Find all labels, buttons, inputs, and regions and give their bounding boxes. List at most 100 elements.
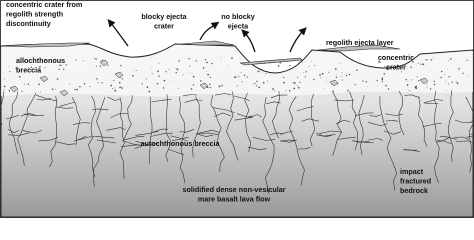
fracture <box>210 94 225 172</box>
grain <box>289 64 291 67</box>
grain <box>112 88 114 90</box>
grain <box>305 71 307 73</box>
grain <box>334 68 337 70</box>
grain <box>189 65 191 67</box>
grain <box>175 72 177 74</box>
grain <box>283 76 285 79</box>
grain <box>51 88 54 90</box>
grain <box>83 60 84 62</box>
grain <box>451 81 453 83</box>
fracture <box>197 133 214 137</box>
grain <box>406 85 408 87</box>
fracture <box>151 99 172 103</box>
fracture <box>309 93 315 147</box>
fracture <box>385 120 399 122</box>
grain <box>405 63 407 65</box>
grain <box>3 85 6 88</box>
fracture <box>95 136 115 139</box>
fracture <box>93 97 106 187</box>
fracture <box>353 140 374 144</box>
block <box>59 89 69 97</box>
regolith-grains <box>3 57 469 97</box>
grain <box>386 68 388 71</box>
grain <box>425 59 427 61</box>
grain <box>235 76 237 78</box>
grain <box>24 60 26 62</box>
fracture <box>280 139 295 142</box>
fracture <box>398 90 405 136</box>
grain <box>96 79 98 81</box>
grain <box>207 73 209 76</box>
fracture <box>38 136 59 142</box>
grain <box>308 65 310 67</box>
grain <box>27 83 30 85</box>
grain <box>378 60 380 63</box>
grain <box>293 82 295 84</box>
fracture <box>96 139 116 144</box>
regolith-layer <box>1 45 473 97</box>
fracture <box>226 91 239 161</box>
fracture <box>192 96 201 158</box>
fracture <box>72 122 91 125</box>
grain <box>300 89 302 90</box>
fracture <box>244 93 252 152</box>
grain <box>146 86 149 88</box>
grain <box>432 57 434 59</box>
fracture <box>368 122 388 127</box>
grain <box>69 83 71 85</box>
fracture <box>403 149 417 151</box>
fracture <box>470 133 474 136</box>
grain <box>211 62 213 65</box>
grain <box>336 74 338 76</box>
fracture <box>198 129 220 134</box>
grain <box>204 58 207 61</box>
grain <box>313 78 315 81</box>
fracture <box>184 99 203 103</box>
grain <box>121 87 123 89</box>
grain <box>4 78 6 80</box>
fracture <box>179 129 195 133</box>
fracture <box>349 91 358 151</box>
fracture <box>465 96 474 173</box>
grain <box>156 82 159 85</box>
fracture <box>316 133 336 138</box>
grain <box>226 74 228 76</box>
block <box>39 75 49 83</box>
grain <box>3 88 5 90</box>
grain <box>114 87 116 89</box>
grain <box>118 81 121 84</box>
label: impact <box>400 167 424 176</box>
fracture <box>319 130 342 134</box>
grain <box>445 90 447 91</box>
grain <box>467 58 468 60</box>
fracture <box>270 94 288 99</box>
fracture <box>17 92 37 166</box>
grain <box>113 79 115 81</box>
grain <box>385 84 387 87</box>
fracture <box>234 117 254 121</box>
fracture <box>167 148 184 155</box>
grain <box>195 60 197 62</box>
grain <box>191 73 193 74</box>
grain <box>151 67 153 69</box>
grain <box>450 58 452 60</box>
grain <box>365 81 368 83</box>
fracture <box>298 147 311 150</box>
grain <box>362 80 364 82</box>
grain <box>301 61 303 63</box>
grain <box>227 65 229 67</box>
grain <box>429 88 432 90</box>
grain <box>376 79 378 82</box>
grain <box>132 75 134 77</box>
grain <box>448 75 450 78</box>
grain <box>265 73 267 75</box>
grain <box>381 77 384 79</box>
grain <box>176 68 179 71</box>
fracture <box>5 114 20 120</box>
grain <box>430 59 433 61</box>
grain <box>326 80 327 82</box>
grain <box>192 84 195 86</box>
fracture <box>296 106 314 112</box>
grain <box>367 86 369 87</box>
fracture <box>448 90 454 163</box>
